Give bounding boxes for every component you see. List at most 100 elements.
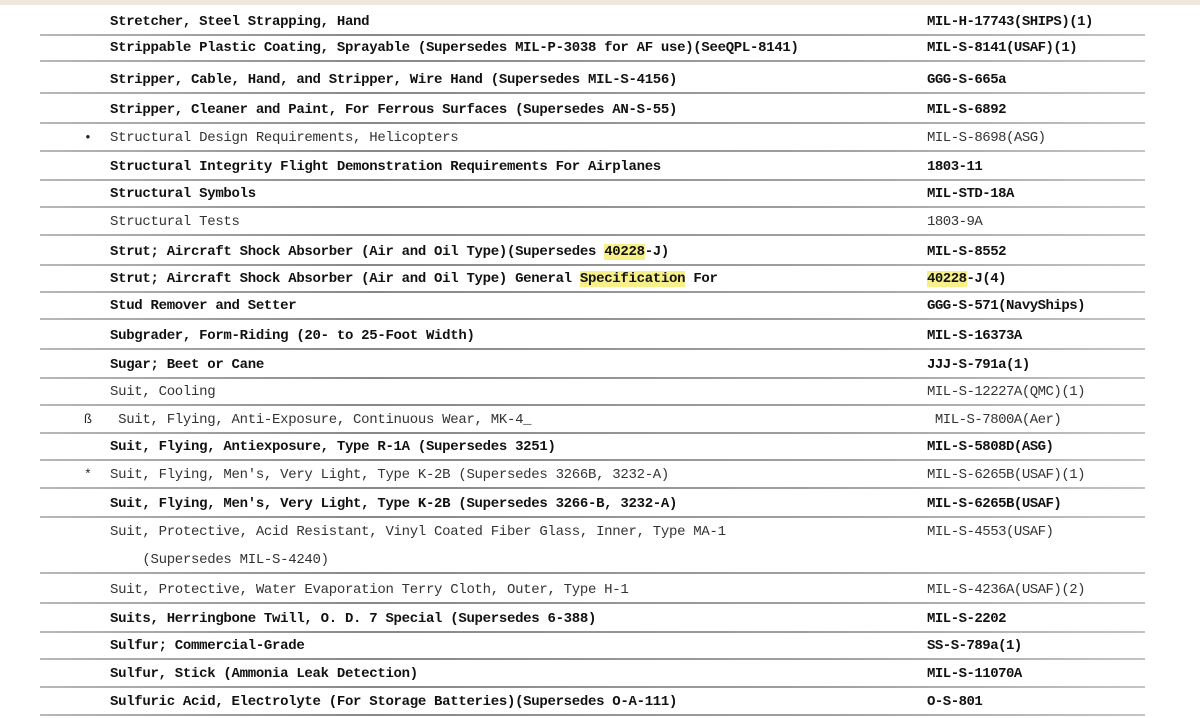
search-highlight: 40228	[604, 244, 645, 260]
item-description: Suit, Cooling	[110, 384, 216, 400]
spec-number: MIL-S-11070A	[927, 666, 1022, 682]
spec-number: MIL-S-4236A(USAF)(2)	[927, 582, 1086, 598]
item-description: (Supersedes MIL-S-4240)	[110, 552, 329, 568]
text-segment: -J)	[644, 244, 670, 260]
text-segment: JJJ-S-791a(1)	[927, 357, 1030, 373]
spec-number: 1803-9A	[927, 214, 983, 230]
text-segment: MIL-S-6265B(USAF)(1)	[927, 467, 1086, 483]
table-row: * Suit, Flying, Men's, Very Light, Type K…	[40, 461, 1145, 489]
text-segment: Sulfur; Commercial-Grade	[110, 638, 305, 654]
table-row: Subgrader, Form-Riding (20- to 25-Foot W…	[40, 322, 1145, 350]
spec-number: JJJ-S-791a(1)	[927, 357, 1030, 373]
text-segment: GGG-S-665a	[927, 72, 1007, 88]
table-row: Sulfur, Stick (Ammonia Leak Detection) MI…	[40, 660, 1145, 688]
table-row: • Structural Design Requirements, Helicop…	[40, 124, 1145, 152]
row-divider	[40, 150, 1145, 152]
row-divider	[40, 432, 1145, 434]
text-segment: MIL-H-17743(SHIPS)(1)	[927, 14, 1093, 30]
text-segment: Sugar; Beet or Cane	[110, 357, 264, 373]
text-segment: O-S-801	[927, 694, 983, 710]
text-segment: Structural Design Requirements, Helicopt…	[110, 130, 459, 146]
text-segment: -J(4)	[966, 271, 1007, 287]
table-row: Strippable Plastic Coating, Sprayable (S…	[40, 34, 1145, 62]
item-description: Stripper, Cleaner and Paint, For Ferrous…	[110, 102, 677, 118]
spec-number: SS-S-789a(1)	[927, 638, 1022, 654]
text-segment: For	[685, 271, 718, 287]
item-description: Stud Remover and Setter	[110, 298, 297, 314]
text-segment: Sulfur, Stick (Ammonia Leak Detection)	[110, 666, 418, 682]
text-segment: Suit, Flying, Antiexposure, Type R-1A (S…	[110, 439, 556, 455]
text-segment: Suit, Cooling	[110, 384, 216, 400]
text-segment: Stud Remover and Setter	[110, 298, 297, 314]
text-segment: MIL-S-7800A(Aer)	[927, 412, 1062, 428]
text-segment: Strut; Aircraft Shock Absorber (Air and …	[110, 271, 580, 287]
row-divider	[40, 318, 1145, 320]
item-description: Structural Tests	[110, 214, 240, 230]
table-row: Sulfur; Commercial-Grade SS-S-789a(1)	[40, 632, 1145, 660]
row-divider	[40, 459, 1145, 461]
table-row: Strut; Aircraft Shock Absorber (Air and …	[40, 238, 1145, 266]
spec-number: MIL-S-12227A(QMC)(1)	[927, 384, 1086, 400]
row-marker: •	[84, 130, 92, 145]
spec-number: MIL-S-6892	[927, 102, 1007, 118]
item-description: Structural Symbols	[110, 186, 256, 202]
text-segment: (Supersedes MIL-S-4240)	[110, 552, 329, 568]
row-divider	[40, 234, 1145, 236]
spec-number: 40228-J(4)	[927, 271, 1007, 287]
row-divider	[40, 714, 1145, 716]
spec-number: MIL-H-17743(SHIPS)(1)	[927, 14, 1093, 30]
spec-number: MIL-S-16373A	[927, 328, 1022, 344]
text-segment: Suit, Flying, Anti-Exposure, Continuous …	[110, 412, 532, 428]
item-description: Strut; Aircraft Shock Absorber (Air and …	[110, 271, 718, 287]
text-segment: Suits, Herringbone Twill, O. D. 7 Specia…	[110, 611, 597, 627]
text-segment: MIL-S-6892	[927, 102, 1007, 118]
row-divider	[40, 516, 1145, 518]
table-row: (Supersedes MIL-S-4240)	[40, 546, 1145, 574]
spec-number: GGG-S-665a	[927, 72, 1007, 88]
table-row: Structural Integrity Flight Demonstratio…	[40, 153, 1145, 181]
table-row: Strut; Aircraft Shock Absorber (Air and …	[40, 265, 1145, 293]
text-segment: MIL-S-5808D(ASG)	[927, 439, 1054, 455]
spec-number: MIL-S-7800A(Aer)	[927, 412, 1062, 428]
row-divider	[40, 602, 1145, 604]
row-divider	[40, 631, 1145, 633]
item-description: Strippable Plastic Coating, Sprayable (S…	[110, 40, 799, 56]
spec-number: MIL-S-6265B(USAF)	[927, 496, 1062, 512]
item-description: Suit, Flying, Men's, Very Light, Type K-…	[110, 467, 669, 483]
table-row: Sugar; Beet or Cane JJJ-S-791a(1)	[40, 351, 1145, 379]
item-description: Suits, Herringbone Twill, O. D. 7 Specia…	[110, 611, 596, 627]
text-segment: MIL-S-8698(ASG)	[927, 130, 1046, 146]
row-divider	[40, 348, 1145, 350]
row-divider	[40, 686, 1145, 688]
row-divider	[40, 122, 1145, 124]
item-description: Suit, Flying, Men's, Very Light, Type K-…	[110, 496, 677, 512]
text-segment: MIL-S-12227A(QMC)(1)	[927, 384, 1086, 400]
spec-number: MIL-S-8141(USAF)(1)	[927, 40, 1078, 56]
item-description: Suit, Protective, Water Evaporation Terr…	[110, 582, 629, 598]
item-description: Sulfuric Acid, Electrolyte (For Storage …	[110, 694, 677, 710]
table-row: Stripper, Cable, Hand, and Stripper, Wir…	[40, 66, 1145, 94]
text-segment: MIL-S-4553(USAF)	[927, 524, 1054, 540]
spec-number: MIL-S-2202	[927, 611, 1007, 627]
table-row: Suit, Flying, Men's, Very Light, Type K-…	[40, 490, 1145, 518]
item-description: Structural Integrity Flight Demonstratio…	[110, 159, 661, 175]
table-row: Stretcher, Steel Strapping, Hand MIL-H-17…	[40, 8, 1145, 36]
item-description: Suit, Flying, Anti-Exposure, Continuous …	[110, 412, 531, 428]
search-highlight: 40228	[927, 271, 967, 287]
text-segment: 1803-9A	[927, 214, 983, 230]
text-segment: Structural Integrity Flight Demonstratio…	[110, 159, 661, 175]
spec-number: MIL-STD-18A	[927, 186, 1014, 202]
item-description: Suit, Protective, Acid Resistant, Vinyl …	[110, 524, 726, 540]
item-description: Stripper, Cable, Hand, and Stripper, Wir…	[110, 72, 677, 88]
table-row: Structural Tests 1803-9A	[40, 208, 1145, 236]
table-row: Suits, Herringbone Twill, O. D. 7 Specia…	[40, 605, 1145, 633]
row-divider	[40, 34, 1145, 36]
text-segment: MIL-S-4236A(USAF)(2)	[927, 582, 1086, 598]
row-divider	[40, 264, 1145, 266]
item-description: Structural Design Requirements, Helicopt…	[110, 130, 459, 146]
row-divider	[40, 291, 1145, 293]
text-segment: MIL-S-8141(USAF)(1)	[927, 40, 1078, 56]
text-segment: Strippable Plastic Coating, Sprayable (S…	[110, 40, 799, 56]
item-description: Sugar; Beet or Cane	[110, 357, 264, 373]
spec-number: MIL-S-8552	[927, 244, 1007, 260]
